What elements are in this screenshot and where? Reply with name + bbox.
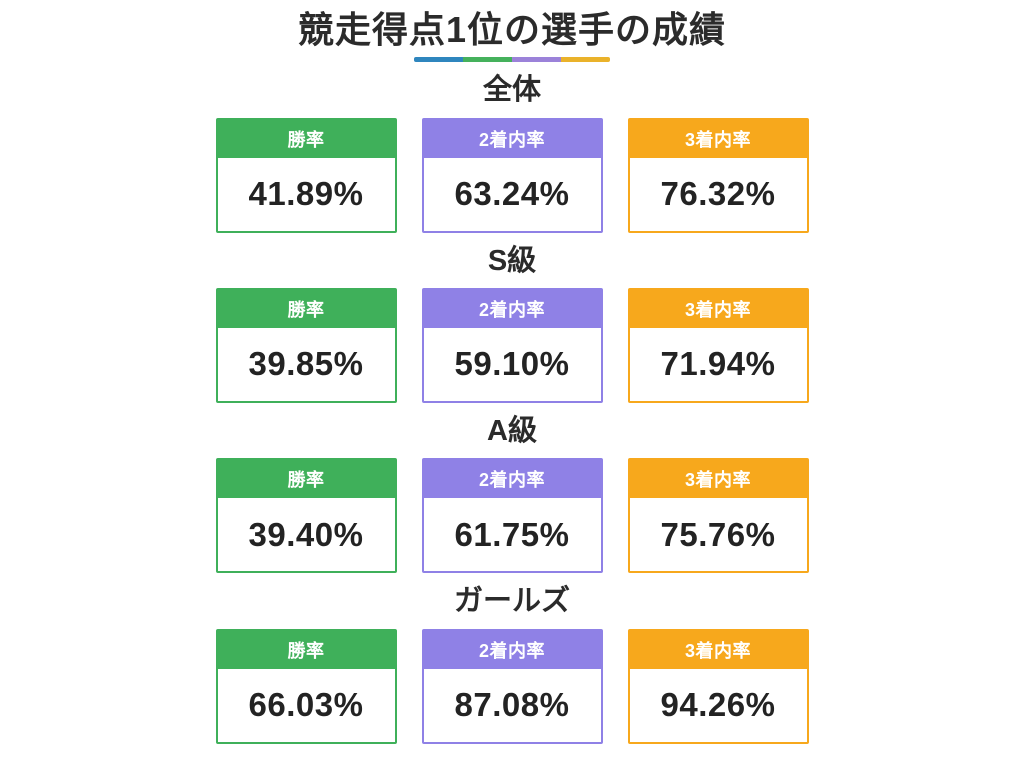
section-heading-a-class: A級 (487, 414, 537, 447)
section-overall: 全体 勝率 41.89% 2着内率 63.24% 3着内率 76.32% (0, 74, 1024, 233)
metric-label-top3-rate: 3着内率 (629, 119, 807, 158)
metric-value-win-rate: 41.89% (217, 157, 395, 231)
page-title: 競走得点1位の選手の成績 (297, 9, 727, 50)
metric-value-top3-rate: 75.76% (629, 498, 807, 572)
metric-card-win-rate: 勝率 66.03% (215, 628, 397, 744)
metric-label-top3-rate: 3着内率 (629, 630, 807, 669)
metric-label-top2-rate: 2着内率 (423, 630, 601, 669)
card-row-s-class: 勝率 39.85% 2着内率 59.10% 3着内率 71.94% (0, 287, 1024, 403)
metric-value-top2-rate: 61.75% (423, 498, 601, 572)
underline-segment-orange (561, 57, 610, 63)
metric-card-top3-rate: 3着内率 71.94% (627, 287, 809, 403)
metric-card-top3-rate: 3着内率 76.32% (627, 117, 809, 233)
card-row-girls: 勝率 66.03% 2着内率 87.08% 3着内率 94.26% (0, 628, 1024, 744)
section-s-class: S級 勝率 39.85% 2着内率 59.10% 3着内率 71.94% (0, 245, 1024, 403)
metric-label-win-rate: 勝率 (217, 630, 395, 669)
metric-value-top3-rate: 71.94% (629, 327, 807, 401)
metric-card-win-rate: 勝率 39.40% (215, 458, 397, 574)
underline-segment-purple (512, 57, 561, 63)
metric-card-top2-rate: 2着内率 63.24% (421, 117, 603, 233)
card-row-overall: 勝率 41.89% 2着内率 63.24% 3着内率 76.32% (0, 117, 1024, 233)
metric-label-win-rate: 勝率 (217, 289, 395, 328)
metric-card-top3-rate: 3着内率 94.26% (627, 628, 809, 744)
metric-label-top3-rate: 3着内率 (629, 289, 807, 328)
section-girls: ガールズ 勝率 66.03% 2着内率 87.08% 3着内率 94.26% (0, 585, 1024, 744)
metric-card-top2-rate: 2着内率 61.75% (421, 458, 603, 574)
title-underline (414, 57, 610, 63)
metric-value-top3-rate: 94.26% (629, 668, 807, 742)
underline-segment-green (463, 57, 512, 63)
section-a-class: A級 勝率 39.40% 2着内率 61.75% 3着内率 75.76% (0, 414, 1024, 574)
metric-value-top2-rate: 63.24% (423, 157, 601, 231)
metric-label-top3-rate: 3着内率 (629, 460, 807, 499)
metric-label-top2-rate: 2着内率 (423, 460, 601, 499)
section-heading-s-class: S級 (487, 244, 537, 277)
metric-value-win-rate: 39.40% (217, 498, 395, 572)
section-heading-overall: 全体 (482, 74, 541, 107)
metric-value-top2-rate: 87.08% (423, 668, 601, 742)
metric-label-win-rate: 勝率 (217, 460, 395, 499)
underline-segment-blue (414, 57, 463, 63)
metric-card-top3-rate: 3着内率 75.76% (627, 458, 809, 574)
metric-card-win-rate: 勝率 41.89% (215, 117, 397, 233)
section-heading-girls: ガールズ (453, 585, 570, 618)
metric-value-top2-rate: 59.10% (423, 327, 601, 401)
metric-value-win-rate: 66.03% (217, 668, 395, 742)
metric-card-win-rate: 勝率 39.85% (215, 287, 397, 403)
metric-card-top2-rate: 2着内率 59.10% (421, 287, 603, 403)
metric-card-top2-rate: 2着内率 87.08% (421, 628, 603, 744)
metric-value-win-rate: 39.85% (217, 327, 395, 401)
card-row-a-class: 勝率 39.40% 2着内率 61.75% 3着内率 75.76% (0, 458, 1024, 574)
metric-value-top3-rate: 76.32% (629, 157, 807, 231)
metric-label-top2-rate: 2着内率 (423, 289, 601, 328)
metric-label-win-rate: 勝率 (217, 119, 395, 158)
metric-label-top2-rate: 2着内率 (423, 119, 601, 158)
